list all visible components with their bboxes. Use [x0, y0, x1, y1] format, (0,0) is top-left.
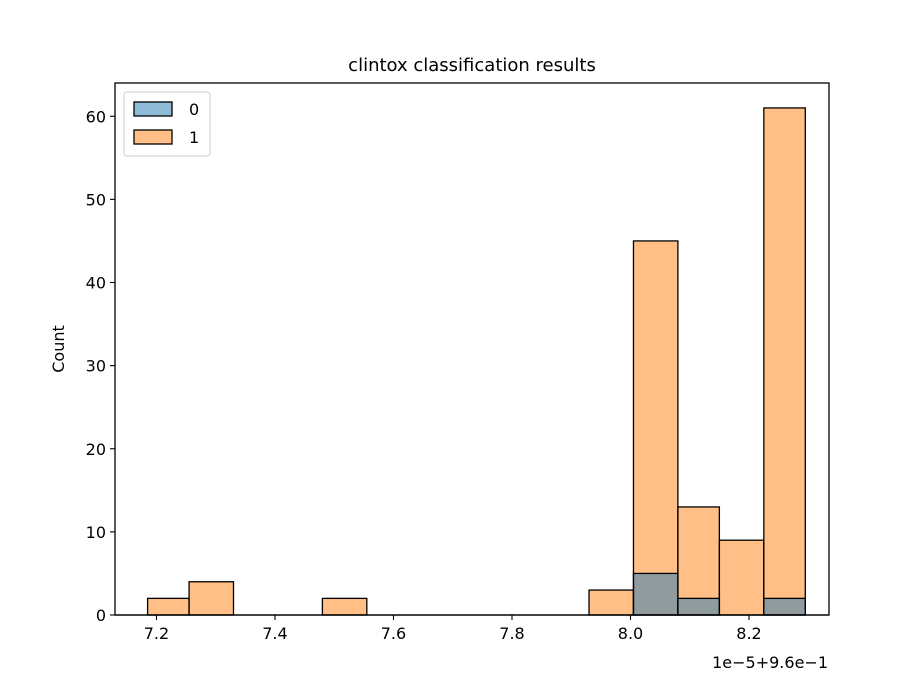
y-tick-label: 20 [86, 440, 106, 459]
x-axis: 7.2 7.4 7.6 7.8 8.0 8.2 [144, 615, 762, 643]
legend-label-1: 1 [189, 128, 199, 147]
y-tick-label: 0 [96, 606, 106, 625]
bar-series-1-0 [146, 597, 190, 616]
x-tick-label: 7.4 [262, 624, 287, 643]
bar-series-1-7 [763, 107, 806, 616]
bar-series-1-2 [321, 597, 368, 616]
plot-frame [114, 82, 830, 616]
bar-series-0-2 [763, 597, 806, 616]
legend: 01 [123, 91, 211, 157]
y-tick-label: 40 [86, 274, 106, 293]
x-offset-label: 1e−5+9.6e−1 [712, 653, 828, 672]
bar-series-1-6 [718, 539, 765, 616]
bar-series-1-4 [632, 240, 679, 616]
bar-series-0-1 [677, 597, 721, 616]
legend-swatch-1 [133, 129, 173, 145]
bar-series-1-1 [188, 581, 235, 616]
bars-layer [146, 107, 806, 616]
chart-title: clintox classification results [348, 55, 596, 76]
y-tick-label: 60 [86, 107, 106, 126]
bar-series-0-0 [632, 572, 679, 616]
y-axis: 0 10 20 30 40 50 60 [86, 107, 115, 625]
y-tick-label: 50 [86, 190, 106, 209]
legend-swatch-0 [133, 101, 173, 117]
x-tick-label: 7.6 [381, 624, 406, 643]
x-tick-label: 7.8 [499, 624, 524, 643]
y-tick-label: 30 [86, 357, 106, 376]
y-tick-label: 10 [86, 523, 106, 542]
bar-series-1-5 [677, 506, 721, 616]
x-tick-label: 8.2 [736, 624, 761, 643]
legend-label-0: 0 [189, 100, 199, 119]
x-tick-label: 7.2 [144, 624, 169, 643]
bar-series-1-3 [588, 589, 635, 616]
x-tick-label: 8.0 [618, 624, 643, 643]
y-axis-label: Count [49, 325, 68, 373]
